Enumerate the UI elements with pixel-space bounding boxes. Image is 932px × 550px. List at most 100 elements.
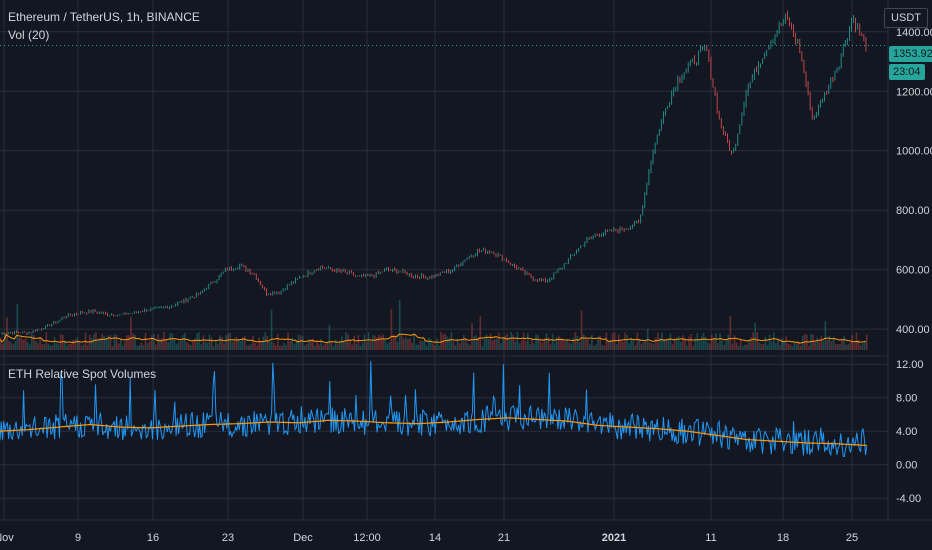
volume-bar bbox=[380, 335, 382, 350]
volume-bar bbox=[632, 340, 635, 350]
volume-bar bbox=[181, 335, 184, 350]
volume-bar bbox=[783, 342, 785, 350]
volume-bar bbox=[97, 340, 99, 350]
volume-bar bbox=[200, 344, 203, 350]
volume-bar bbox=[260, 341, 263, 350]
volume-bar bbox=[425, 345, 428, 350]
volume-bar bbox=[392, 334, 395, 350]
volume-bar bbox=[258, 337, 260, 350]
volume-bar bbox=[696, 333, 699, 350]
volume-bar bbox=[863, 341, 866, 350]
volume-bar bbox=[729, 315, 732, 350]
volume-bar bbox=[456, 338, 459, 350]
volume-bar bbox=[152, 333, 155, 350]
volume-bar bbox=[812, 334, 814, 350]
volume-bar bbox=[473, 335, 475, 350]
time-tick-label: 14 bbox=[429, 532, 441, 544]
volume-bar bbox=[779, 344, 781, 350]
volume-bar bbox=[553, 342, 556, 350]
volume-bar bbox=[481, 345, 484, 350]
volume-bar bbox=[560, 338, 562, 350]
volume-bar bbox=[109, 335, 112, 350]
volume-bar bbox=[766, 345, 769, 350]
volume-bar bbox=[566, 339, 568, 350]
volume-bar bbox=[859, 345, 862, 350]
currency-button[interactable]: USDT bbox=[884, 8, 928, 28]
volume-bar bbox=[188, 343, 190, 350]
volume-bar bbox=[146, 343, 149, 350]
volume-bar bbox=[744, 344, 746, 350]
volume-bar bbox=[545, 333, 548, 350]
volume-bar bbox=[741, 345, 744, 350]
volume-bar bbox=[853, 342, 856, 350]
volume-bar bbox=[173, 339, 176, 350]
volume-bar bbox=[134, 334, 136, 350]
volume-bar bbox=[245, 345, 248, 350]
volume-bar bbox=[51, 345, 54, 350]
symbol-title[interactable]: Ethereum / TetherUS, 1h, BINANCE bbox=[8, 10, 200, 24]
volume-bar bbox=[510, 332, 513, 350]
volume-bar bbox=[28, 344, 31, 350]
volume-bar bbox=[589, 344, 591, 350]
relvol-ma-line bbox=[0, 417, 867, 447]
volume-bar bbox=[667, 339, 670, 350]
volume-bar bbox=[684, 338, 686, 350]
time-tick-label: 21 bbox=[498, 532, 510, 544]
volume-bar bbox=[419, 340, 422, 350]
volume-bar bbox=[363, 334, 366, 350]
volume-bar bbox=[634, 345, 637, 350]
volume-bar bbox=[628, 343, 630, 350]
volume-bar bbox=[787, 343, 790, 350]
volume-bar bbox=[737, 345, 740, 350]
volume-bars bbox=[0, 299, 868, 350]
volume-bar bbox=[82, 344, 85, 350]
volume-bar bbox=[524, 341, 527, 350]
volume-bar bbox=[725, 340, 728, 350]
volume-bar bbox=[595, 344, 597, 350]
volume-bar bbox=[820, 335, 823, 350]
volume-bar bbox=[752, 332, 754, 350]
volume-bar bbox=[688, 336, 690, 350]
volume-bar bbox=[103, 335, 105, 350]
volume-bar bbox=[400, 335, 403, 350]
volume-bar bbox=[372, 334, 374, 350]
volume-bar bbox=[305, 343, 308, 350]
volume-bar bbox=[163, 331, 165, 350]
volume-bar bbox=[764, 336, 767, 350]
volume-bar bbox=[438, 345, 440, 350]
time-tick-label: 2021 bbox=[602, 532, 626, 544]
volume-bar bbox=[6, 317, 8, 350]
volume-bar bbox=[781, 338, 783, 350]
volume-bar bbox=[580, 310, 583, 350]
volume-bar bbox=[657, 332, 659, 350]
volume-bar bbox=[793, 342, 796, 350]
volume-bar bbox=[708, 343, 711, 350]
volume-bar bbox=[816, 337, 818, 350]
relvol-indicator-label[interactable]: ETH Relative Spot Volumes bbox=[8, 367, 157, 381]
volume-bar bbox=[617, 334, 620, 350]
volume-bar bbox=[359, 345, 362, 350]
volume-bar bbox=[262, 336, 265, 350]
volume-bar bbox=[442, 334, 444, 350]
volume-bar bbox=[18, 337, 21, 350]
volume-bar bbox=[124, 341, 126, 350]
price-candles bbox=[0, 10, 888, 335]
volume-bar bbox=[119, 339, 122, 350]
volume-bar bbox=[549, 344, 552, 350]
volume-bar bbox=[144, 333, 147, 350]
time-tick-label: 16 bbox=[147, 532, 159, 544]
volume-bar bbox=[512, 334, 515, 350]
volume-bar bbox=[293, 344, 296, 350]
volume-bar bbox=[0, 338, 2, 350]
relvol-tick-label: 8.00 bbox=[896, 393, 917, 405]
volume-indicator-label[interactable]: Vol (20) bbox=[8, 28, 50, 42]
time-tick-label: 18 bbox=[777, 532, 789, 544]
volume-bar bbox=[310, 339, 312, 350]
volume-bar bbox=[349, 340, 351, 350]
volume-bar bbox=[287, 332, 289, 350]
volume-bar bbox=[177, 341, 180, 350]
volume-bar bbox=[739, 339, 742, 350]
relvol-tick-label: 0.00 bbox=[896, 460, 917, 472]
